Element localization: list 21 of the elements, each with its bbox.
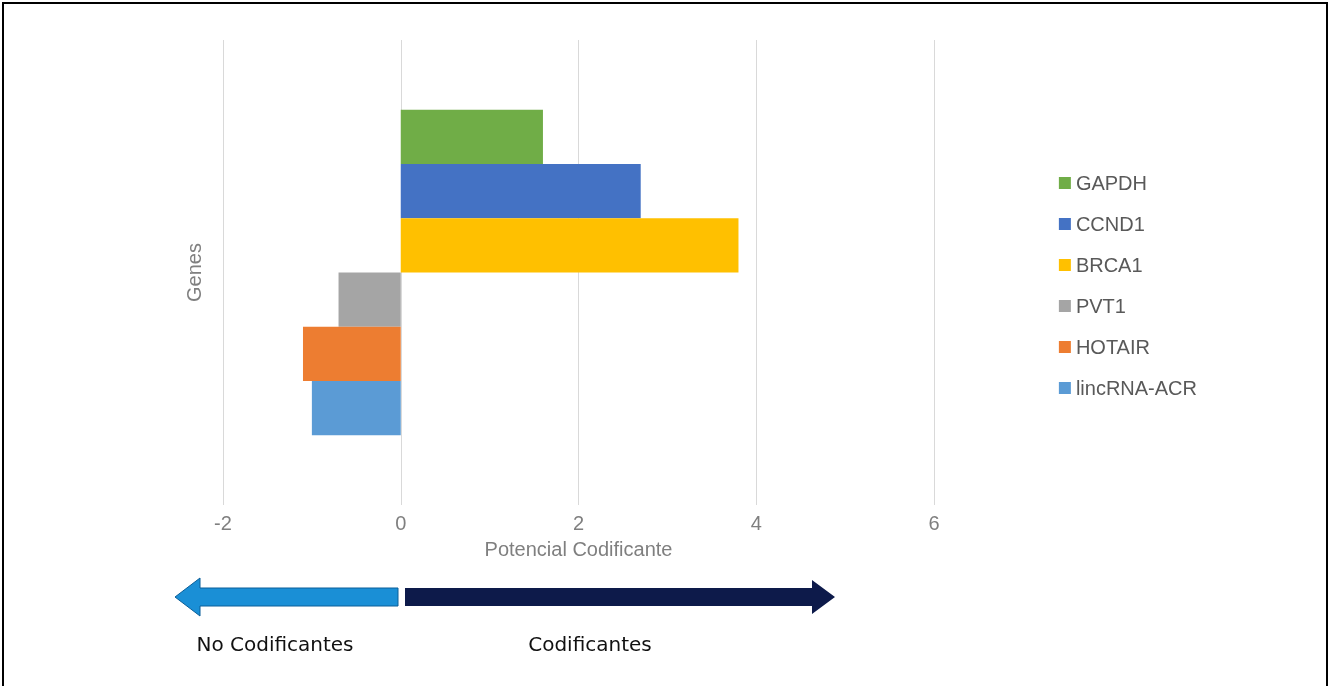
- legend-label: PVT1: [1075, 295, 1126, 317]
- x-tick-label: -2: [214, 512, 232, 534]
- x-tick-label: 2: [572, 512, 585, 534]
- x-tick-label: 0: [395, 512, 407, 534]
- bar: [400, 164, 641, 219]
- legend-label: BRCA1: [1075, 254, 1143, 276]
- x-axis-title: Potencial Codificante: [484, 538, 673, 560]
- text: No Codificantes: [195, 632, 355, 656]
- legend-label: CCND1: [1075, 213, 1145, 235]
- y-axis-title: Genes: [183, 243, 206, 302]
- legend-label: lincRNA-ACR: [1075, 377, 1197, 399]
- bar: [311, 381, 401, 436]
- bar: [400, 218, 739, 273]
- legend-label: HOTAIR: [1075, 336, 1150, 358]
- legend-label: GAPDH: [1075, 172, 1147, 194]
- bar: [338, 272, 401, 327]
- bar: [400, 109, 543, 164]
- text: Codificantes: [527, 632, 653, 656]
- x-tick-label: 4: [750, 512, 762, 534]
- x-tick-label: 6: [928, 512, 940, 534]
- bar: [302, 326, 401, 381]
